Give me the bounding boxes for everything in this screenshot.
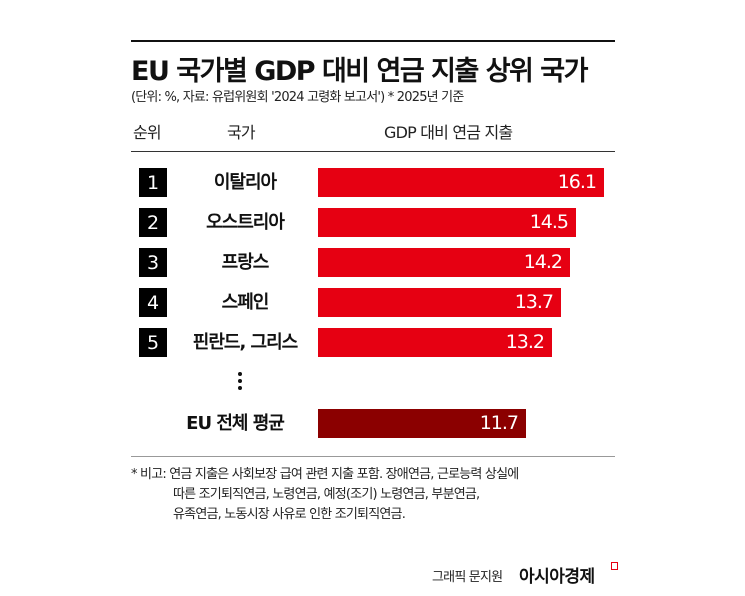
brand-logo: 아시아경제 [519,567,595,587]
graphic-credit: 그래픽 문지원 [432,570,503,585]
header-rank: 순위 [133,123,162,142]
bar-value-label: 13.7 [514,291,554,313]
rank-badge: 4 [139,288,167,317]
note-line-2: 따른 조기퇴직연금, 노령연금, 예정(조기) 노령연금, 부분연금, [173,487,480,502]
footer-rule [131,456,615,457]
country-label: 프랑스 [221,252,270,273]
rank-badge: 3 [139,248,167,277]
rank-badge: 2 [139,208,167,237]
brand-mark-icon [611,562,618,570]
top-rule [131,40,615,42]
country-label: 핀란드, 그리스 [192,332,298,353]
header-country: 국가 [227,123,256,142]
bar: 13.7 [318,288,561,317]
note-line-3: 유족연금, 노동시장 사유로 인한 조기퇴직연금. [173,507,406,522]
bar: 14.2 [318,248,570,277]
average-bar: 11.7 [318,409,526,438]
bar-value-label: 14.5 [529,211,569,233]
bar-value-label: 14.2 [523,251,563,273]
ellipsis-icon [236,372,244,390]
average-label: EU 전체 평균 [186,413,285,434]
note-line-1: * 비고: 연금 지출은 사회보장 급여 관련 지출 포함. 장애연금, 근로능… [131,467,519,482]
country-label: 오스트리아 [206,212,285,233]
header-rule [131,151,615,152]
country-label: 스페인 [221,292,270,313]
header-value: GDP 대비 연금 지출 [384,123,513,142]
chart-subtitle: (단위: %, 자료: 유럽위원회 '2024 고령화 보고서') * 2025… [131,90,464,105]
bar: 13.2 [318,328,552,357]
rank-badge: 1 [139,168,167,197]
bar-value-label: 13.2 [505,331,545,353]
rank-badge: 5 [139,328,167,357]
bar-value-label: 16.1 [557,171,597,193]
bar: 16.1 [318,168,604,197]
bar: 14.5 [318,208,576,237]
bar-value-label: 11.7 [479,412,519,434]
chart-title: EU 국가별 GDP 대비 연금 지출 상위 국가 [131,56,588,87]
country-label: 이탈리아 [213,172,277,193]
